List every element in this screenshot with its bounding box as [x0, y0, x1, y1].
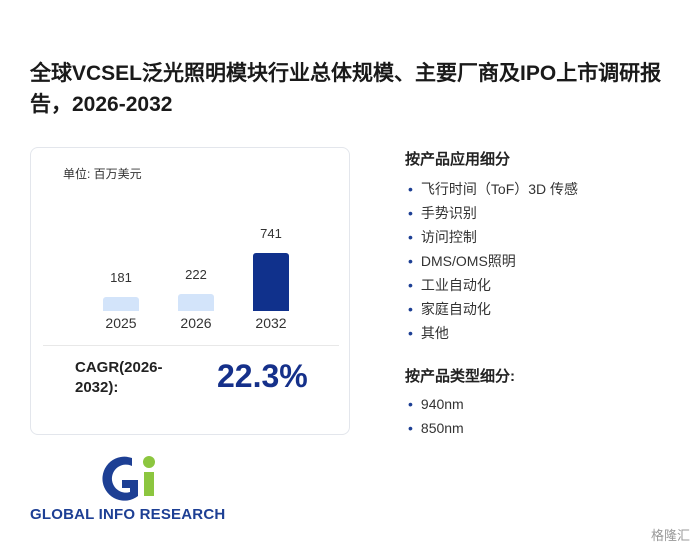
list-item: 850nm — [408, 420, 464, 436]
value-label: 741 — [260, 226, 282, 241]
report-title: 全球VCSEL泛光照明模块行业总体规模、主要厂商及IPO上市调研报告，2026-… — [30, 62, 662, 116]
divider — [43, 345, 339, 346]
bar — [253, 253, 289, 311]
list-item: 访问控制 — [408, 227, 477, 247]
logo-text: GLOBAL INFO RESEARCH — [30, 506, 226, 523]
list-item: 手势识别 — [408, 203, 477, 223]
list-item: 家庭自动化 — [408, 299, 491, 319]
list-item: 940nm — [408, 396, 464, 412]
watermark: 格隆汇 — [650, 528, 690, 543]
bar — [178, 293, 214, 311]
bar — [103, 296, 139, 311]
summary-card: 单位: 百万美元 CAGR(2026-2032): 22.3% 181 2025 2… — [30, 147, 350, 435]
section-heading: 按产品应用细分 — [405, 151, 511, 168]
category-label: 2025 — [105, 315, 137, 331]
category-label: 2026 — [180, 315, 212, 331]
cagr-value: 22.3% — [217, 358, 308, 394]
unit-label: 单位: 百万美元 — [63, 167, 142, 181]
value-label: 222 — [185, 266, 207, 282]
list-item: 飞行时间（ToF）3D 传感 — [408, 179, 578, 199]
list-item: 工业自动化 — [408, 275, 491, 295]
list-item: 其他 — [408, 323, 449, 343]
section-heading: 按产品类型细分: — [405, 368, 515, 385]
list-item: DMS/OMS照明 — [408, 251, 516, 271]
value-label: 181 — [110, 269, 132, 285]
category-label: 2032 — [255, 315, 287, 331]
cagr-label: CAGR(2026-2032): — [75, 359, 163, 396]
logo-mark — [102, 456, 155, 501]
